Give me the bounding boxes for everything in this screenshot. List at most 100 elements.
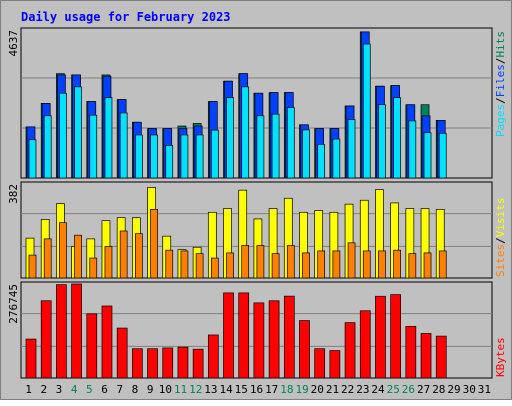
- x-tick-label: 5: [86, 383, 93, 396]
- x-tick-label: 11: [174, 383, 187, 396]
- x-tick-label: 2: [40, 383, 47, 396]
- pages-bar: [119, 112, 128, 179]
- pages-bar: [43, 115, 52, 179]
- x-tick-label: 7: [116, 383, 123, 396]
- pages-bar: [165, 145, 174, 179]
- x-tick-label: 23: [356, 383, 369, 396]
- x-tick-label: 30: [463, 383, 476, 396]
- sites-bar: [256, 245, 265, 279]
- pages-bar: [150, 134, 158, 179]
- pages-bar: [362, 43, 371, 179]
- x-tick-label: 3: [56, 383, 63, 396]
- kbytes-bar: [207, 334, 219, 379]
- kbytes-bar: [25, 338, 37, 379]
- pages-files-hits-legend-part: Files: [494, 64, 507, 97]
- pages-bar: [59, 92, 67, 179]
- kbytes-panel: [20, 281, 493, 379]
- x-tick-label: 8: [132, 383, 139, 396]
- sites-bar: [59, 222, 67, 279]
- kbytes-bar: [147, 348, 158, 379]
- sites-bar: [393, 249, 401, 279]
- pages-bar: [104, 97, 113, 179]
- pages-bar: [271, 113, 280, 179]
- sites-bar: [28, 254, 37, 279]
- kbytes-bar: [56, 284, 67, 379]
- x-tick-label: 6: [101, 383, 108, 396]
- kbytes-bar: [314, 348, 326, 379]
- sites-bar: [241, 245, 250, 279]
- pages-bar: [74, 86, 82, 179]
- sites-bar: [423, 252, 432, 279]
- kbytes-bar: [283, 295, 295, 379]
- pages-bar: [286, 107, 295, 179]
- kbytes-bar: [359, 310, 371, 379]
- pages-bar: [423, 132, 432, 179]
- sites-bar: [195, 253, 204, 279]
- pages-bar: [180, 134, 189, 179]
- kbytes-bar: [132, 348, 143, 379]
- y-max-label: 382: [7, 184, 20, 204]
- x-tick-label: 17: [265, 383, 278, 396]
- pages-bar: [347, 119, 356, 179]
- pages-bar: [195, 134, 204, 179]
- pages-files-hits-legend-part: Hits: [494, 31, 507, 58]
- visits-sites-panel: [20, 181, 493, 279]
- x-tick-label: 21: [326, 383, 339, 396]
- x-tick-label: 1: [25, 383, 32, 396]
- pages-bar: [438, 132, 447, 179]
- pages-bar: [302, 129, 310, 179]
- x-tick-label: 18: [280, 383, 293, 396]
- sites-bar: [378, 250, 386, 279]
- kbytes-bar: [299, 320, 310, 379]
- kbytes-bar: [101, 305, 113, 379]
- kbytes-legend-part: KBytes: [494, 337, 507, 377]
- sites-bar: [226, 252, 234, 279]
- sites-bar: [135, 233, 143, 279]
- kbytes-bar: [435, 335, 447, 379]
- kbytes-bar: [192, 348, 204, 379]
- pages-bar: [332, 138, 341, 179]
- kbytes-bar: [116, 327, 128, 379]
- x-tick-label: 20: [311, 383, 324, 396]
- pages-files-hits-legend-part: /: [494, 97, 507, 104]
- y-max-label: 4637: [7, 30, 20, 57]
- pages-bar: [408, 120, 417, 179]
- pages-bar: [241, 86, 250, 179]
- sites-bar: [302, 252, 310, 279]
- kbytes-bar: [253, 302, 265, 379]
- sites-bar: [332, 250, 341, 279]
- kbytes-bar: [40, 300, 52, 379]
- kbytes-bar: [268, 300, 280, 379]
- kbytes-bar: [344, 322, 356, 379]
- sites-bar: [104, 246, 113, 279]
- x-tick-label: 9: [147, 383, 154, 396]
- pages-bar: [378, 104, 386, 179]
- x-tick-label: 16: [250, 383, 263, 396]
- sites-bar: [408, 253, 417, 279]
- kbytes-bar: [223, 292, 234, 379]
- pages-bar: [135, 134, 143, 179]
- kbytes-bar: [86, 313, 98, 379]
- sites-visits-legend: Sites/Visits: [494, 198, 507, 278]
- sites-bar: [119, 230, 128, 279]
- pages-bar: [210, 129, 219, 179]
- sites-bar: [271, 253, 280, 279]
- x-tick-label: 13: [204, 383, 217, 396]
- sites-bar: [286, 245, 295, 279]
- pages-bar: [393, 97, 401, 179]
- y-max-label: 276745: [7, 284, 20, 324]
- x-tick-label: 27: [417, 383, 430, 396]
- x-tick-label: 15: [235, 383, 248, 396]
- chart-title: Daily usage for February 2023: [21, 10, 231, 24]
- kbytes-legend: KBytes: [494, 337, 507, 377]
- hits-files-pages-panel: [20, 27, 493, 179]
- kbytes-bar: [420, 333, 432, 379]
- sites-visits-legend-part: Sites: [494, 244, 507, 277]
- x-tick-label: 31: [478, 383, 491, 396]
- x-tick-label: 10: [159, 383, 172, 396]
- kbytes-bar: [329, 350, 341, 379]
- x-tick-label: 22: [341, 383, 354, 396]
- sites-bar: [180, 250, 189, 279]
- sites-bar: [150, 208, 158, 279]
